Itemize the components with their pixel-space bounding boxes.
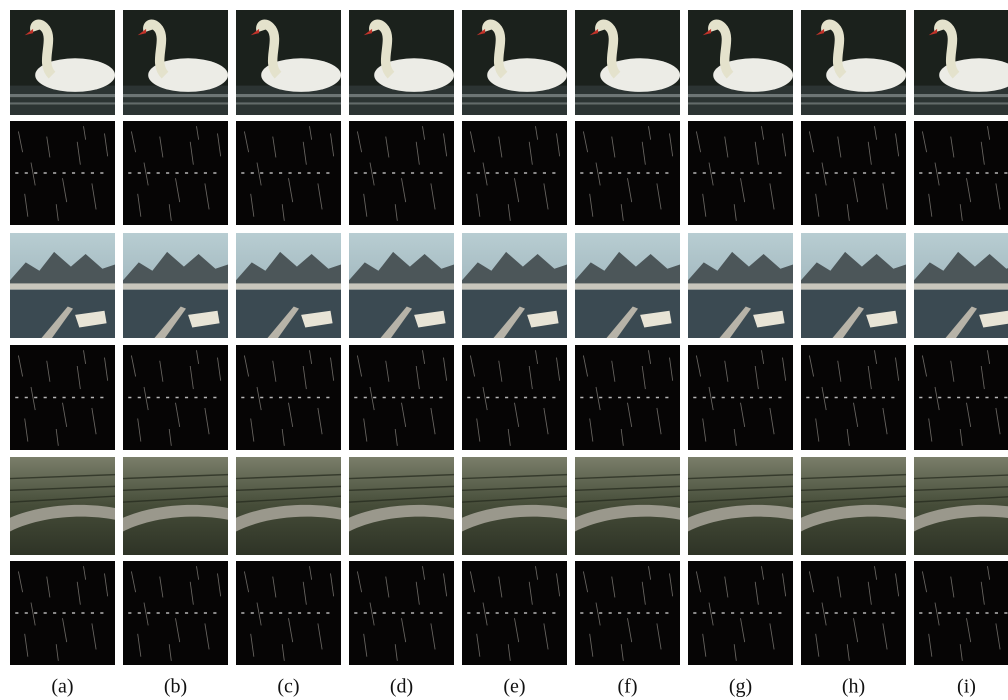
wall-image	[462, 457, 567, 555]
subfigure-label: (g)	[729, 676, 752, 698]
swan-image	[575, 10, 680, 115]
subfigure-label: (d)	[390, 676, 413, 698]
residual-image	[10, 121, 115, 225]
harbor-image	[349, 233, 454, 338]
residual-image	[123, 345, 228, 450]
residual-image	[462, 121, 567, 225]
wall-image	[914, 457, 1008, 555]
residual-image	[801, 561, 906, 665]
harbor-image	[236, 233, 341, 338]
residual-image	[349, 345, 454, 450]
swan-image	[688, 10, 793, 115]
subfigure-label: (b)	[164, 676, 187, 698]
harbor-image	[123, 233, 228, 338]
swan-image	[123, 10, 228, 115]
residual-image	[575, 121, 680, 225]
residual-image	[123, 121, 228, 225]
residual-image	[462, 561, 567, 665]
subfigure-label: (a)	[51, 676, 73, 698]
residual-image	[575, 345, 680, 450]
residual-image	[10, 345, 115, 450]
swan-image	[349, 10, 454, 115]
figure: (a) (b) (c) (d) (e) (f) (g) (h) (i)	[0, 0, 1008, 700]
wall-image	[10, 457, 115, 555]
swan-image	[462, 10, 567, 115]
subfigure-label: (e)	[503, 676, 525, 698]
residual-image	[914, 345, 1008, 450]
swan-image	[10, 10, 115, 115]
residual-image	[236, 345, 341, 450]
harbor-image	[575, 233, 680, 338]
subfigure-label: (f)	[618, 676, 638, 698]
residual-image	[349, 121, 454, 225]
wall-image	[236, 457, 341, 555]
subfigure-label: (h)	[842, 676, 865, 698]
harbor-image	[801, 233, 906, 338]
wall-image	[688, 457, 793, 555]
wall-image	[349, 457, 454, 555]
swan-image	[801, 10, 906, 115]
harbor-image	[462, 233, 567, 338]
residual-image	[801, 121, 906, 225]
swan-image	[914, 10, 1008, 115]
residual-image	[575, 561, 680, 665]
residual-image	[914, 561, 1008, 665]
residual-image	[123, 561, 228, 665]
residual-image	[688, 121, 793, 225]
wall-image	[575, 457, 680, 555]
residual-image	[801, 345, 906, 450]
residual-image	[236, 121, 341, 225]
harbor-image	[10, 233, 115, 338]
page: (a)(b)(c)(d)(e)(f)(g)(h)(i) (() => { con…	[0, 0, 1008, 700]
residual-image	[688, 345, 793, 450]
harbor-image	[914, 233, 1008, 338]
harbor-image	[688, 233, 793, 338]
residual-image	[688, 561, 793, 665]
residual-image	[236, 561, 341, 665]
residual-image	[914, 121, 1008, 225]
residual-image	[10, 561, 115, 665]
subfigure-label: (c)	[277, 676, 299, 698]
wall-image	[123, 457, 228, 555]
subfigure-label: (i)	[957, 676, 976, 698]
residual-image	[349, 561, 454, 665]
residual-image	[462, 345, 567, 450]
wall-image	[801, 457, 906, 555]
swan-image	[236, 10, 341, 115]
